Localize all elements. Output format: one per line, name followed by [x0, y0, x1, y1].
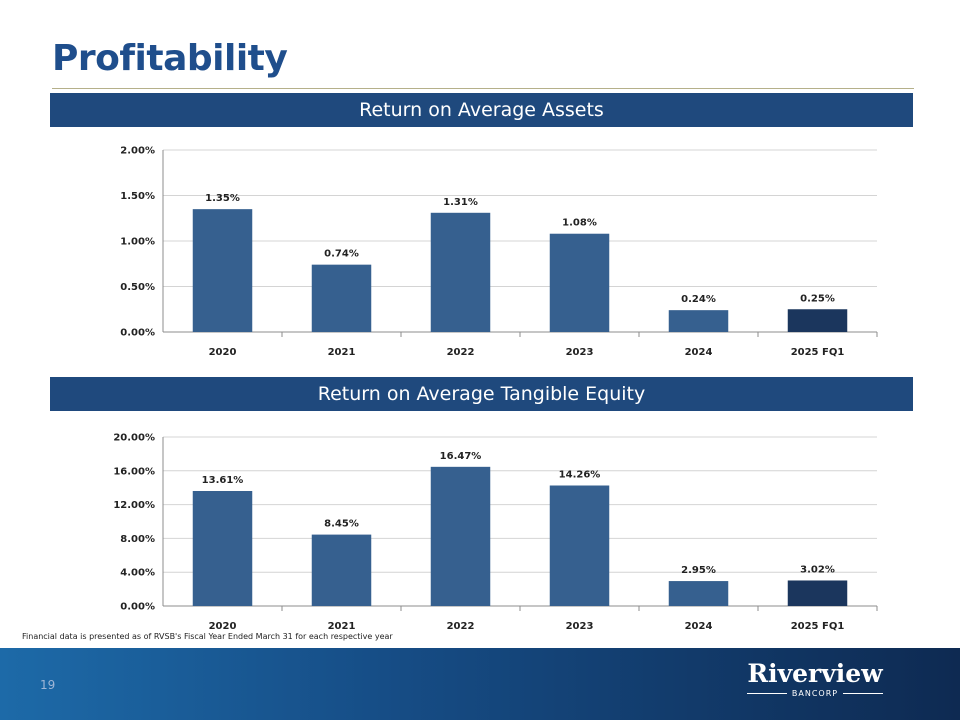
- rorate-bar-5: [668, 581, 729, 606]
- roaa-bar-1: [192, 209, 253, 332]
- roaa-xtick-label-4: 2023: [566, 347, 594, 358]
- roaa-data-label-2: 0.74%: [324, 249, 359, 260]
- roaa-bar-5: [668, 310, 729, 332]
- roaa-xtick-label-3: 2022: [447, 347, 475, 358]
- rorate-xtick-label-1: 2020: [209, 621, 237, 632]
- roaa-ytick-label: 0.50%: [120, 282, 155, 293]
- roaa-data-label-6: 0.25%: [800, 293, 835, 304]
- rorate-xtick-label-5: 2024: [685, 621, 713, 632]
- roaa-xtick-label-2: 2021: [328, 347, 356, 358]
- rorate-data-label-1: 13.61%: [202, 475, 244, 486]
- riverview-logo: Riverview BANCORP: [744, 660, 886, 698]
- title-divider: [52, 88, 914, 89]
- rorate-bar-1: [192, 490, 253, 606]
- roaa-xtick-label-5: 2024: [685, 347, 713, 358]
- roaa-data-label-4: 1.08%: [562, 218, 597, 229]
- rorate-section-header: Return on Average Tangible Equity: [50, 377, 913, 411]
- rorate-ytick-label: 4.00%: [120, 568, 155, 579]
- roaa-bar-2: [311, 264, 372, 332]
- rorate-bar-4: [549, 485, 610, 606]
- roaa-ytick-label: 0.00%: [120, 328, 155, 339]
- roaa-ytick-label: 1.50%: [120, 191, 155, 202]
- footer-band: 19 Riverview BANCORP: [0, 648, 960, 720]
- roaa-data-label-1: 1.35%: [205, 193, 240, 204]
- rorate-ytick-label: 12.00%: [113, 500, 155, 511]
- rorate-ytick-label: 8.00%: [120, 534, 155, 545]
- rorate-data-label-6: 3.02%: [800, 564, 835, 575]
- roaa-xtick-label-1: 2020: [209, 347, 237, 358]
- rorate-xtick-label-4: 2023: [566, 621, 594, 632]
- page-title: Profitability: [52, 38, 288, 79]
- rorate-ytick-label: 0.00%: [120, 602, 155, 613]
- roaa-ytick-label: 1.00%: [120, 237, 155, 248]
- roaa-data-label-5: 0.24%: [681, 294, 716, 305]
- logo-rule-left: [746, 693, 787, 694]
- rorate-xtick-label-3: 2022: [447, 621, 475, 632]
- page-number: 19: [40, 678, 56, 692]
- footnote: Financial data is presented as of RVSB's…: [22, 632, 393, 641]
- roaa-section-header: Return on Average Assets: [50, 93, 913, 127]
- roaa-ytick-label: 2.00%: [120, 146, 155, 157]
- logo-wordmark: Riverview: [747, 659, 883, 688]
- rorate-data-label-3: 16.47%: [440, 451, 482, 462]
- roaa-bar-6: [787, 309, 848, 332]
- rorate-data-label-4: 14.26%: [559, 470, 601, 481]
- rorate-bar-3: [430, 466, 491, 606]
- rorate-bar-6: [787, 580, 848, 606]
- rorate-xtick-label-6: 2025 FQ1: [791, 621, 845, 632]
- roaa-bar-chart: 0.00% 0.50% 1.00% 1.50% 2.00% 1.35% 2020 0.74% 2…: [120, 146, 878, 358]
- rorate-data-label-5: 2.95%: [681, 565, 716, 576]
- rorate-bar-2: [311, 534, 372, 606]
- rorate-data-label-2: 8.45%: [324, 519, 359, 530]
- rorate-ytick-label: 16.00%: [113, 466, 155, 477]
- logo-rule-right: [843, 693, 884, 694]
- roaa-bar-4: [549, 233, 610, 332]
- roaa-data-label-3: 1.31%: [443, 197, 478, 208]
- roaa-bar-3: [430, 212, 491, 332]
- rorate-bar-chart: 0.00% 4.00% 8.00% 12.00% 16.00% 20.00% 13.61% 2…: [113, 433, 878, 632]
- rorate-ytick-label: 20.00%: [113, 433, 155, 444]
- rorate-xtick-label-2: 2021: [328, 621, 356, 632]
- logo-subtitle: BANCORP: [791, 689, 839, 698]
- roaa-xtick-label-6: 2025 FQ1: [791, 347, 845, 358]
